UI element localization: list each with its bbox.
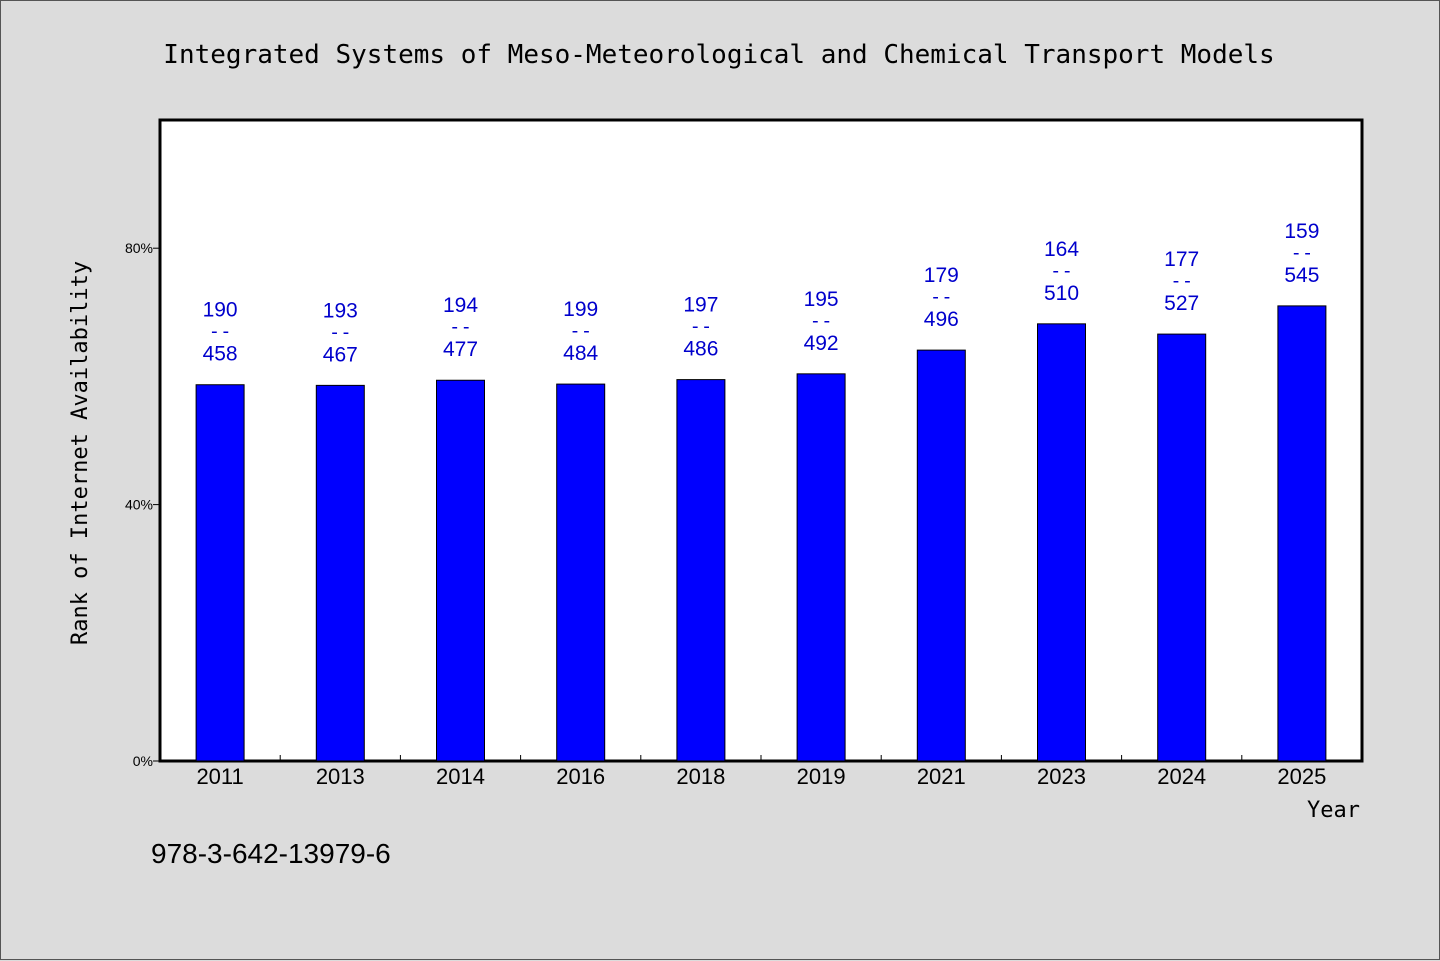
bar-2016 [556, 383, 606, 762]
data-label-top: 159 [1284, 220, 1319, 243]
x-axis-label: Year [1307, 798, 1360, 823]
data-label-top: 199 [563, 298, 598, 321]
data-label-separator: -- [569, 320, 592, 342]
data-label-bottom: 527 [1164, 292, 1199, 315]
data-label-bottom: 492 [804, 332, 839, 355]
y-tick-label: 80% [125, 240, 153, 256]
x-tick-label: 2018 [676, 764, 725, 789]
data-label-bottom: 477 [443, 338, 478, 361]
isbn-text: 978-3-642-13979-6 [151, 838, 391, 869]
x-tick-label: 2013 [316, 764, 365, 789]
data-label-top: 179 [924, 264, 959, 287]
data-label-bottom: 458 [203, 343, 238, 366]
x-tick-label: 2021 [917, 764, 966, 789]
data-label-separator: -- [930, 286, 953, 308]
bar-2013 [315, 384, 365, 762]
data-labels-group: 190--458193--467194--477199--484197--486… [203, 220, 1320, 366]
data-label-top: 195 [804, 288, 839, 311]
x-tick-label: 2011 [196, 764, 243, 789]
x-tick-label: 2016 [556, 764, 605, 789]
data-label-separator: -- [1170, 270, 1193, 292]
bar-2025 [1277, 305, 1327, 762]
y-axis: 0% 40% 80% [125, 240, 160, 769]
data-label-separator: -- [329, 321, 352, 343]
bar-2021 [916, 349, 966, 762]
data-label-bottom: 496 [924, 308, 959, 331]
chart-title: Integrated Systems of Meso-Meteorologica… [163, 40, 1274, 70]
data-label-bottom: 484 [563, 342, 598, 365]
bar-2024 [1157, 333, 1207, 762]
data-label-bottom: 467 [323, 343, 358, 366]
y-axis-label: Rank of Internet Availability [68, 261, 93, 645]
data-label-separator: -- [209, 321, 232, 343]
bar-2019 [796, 373, 846, 762]
data-label-bottom: 545 [1284, 264, 1319, 287]
data-label-separator: -- [1050, 260, 1073, 282]
y-tick-label: 0% [133, 753, 153, 769]
data-label-separator: -- [1290, 242, 1313, 264]
bar-2014 [436, 379, 485, 762]
x-tick-label: 2024 [1157, 764, 1206, 789]
data-label-top: 194 [443, 294, 478, 317]
data-label-bottom: 510 [1044, 282, 1079, 305]
x-tick-label: 2019 [797, 764, 846, 789]
bar-2011 [195, 384, 245, 762]
data-label-top: 193 [323, 299, 358, 322]
data-label-top: 190 [203, 299, 238, 322]
data-label-top: 164 [1044, 238, 1079, 261]
x-tick-label: 2023 [1037, 764, 1086, 789]
bar-2018 [676, 379, 726, 762]
x-tick-label: 2014 [436, 764, 485, 789]
data-label-top: 177 [1164, 248, 1199, 271]
x-tick-label: 2025 [1277, 764, 1326, 789]
y-tick-label: 40% [125, 497, 153, 513]
data-label-separator: -- [449, 316, 472, 338]
x-axis: 2011 2013 2014 2016 2018 2019 2021 2023 2024 2025 [196, 755, 1326, 789]
data-label-separator: -- [810, 310, 833, 332]
bars-group [195, 305, 1327, 762]
data-label-bottom: 486 [683, 338, 718, 361]
data-label-separator: -- [689, 316, 712, 338]
bar-2023 [1037, 323, 1086, 762]
data-label-top: 197 [683, 294, 718, 317]
